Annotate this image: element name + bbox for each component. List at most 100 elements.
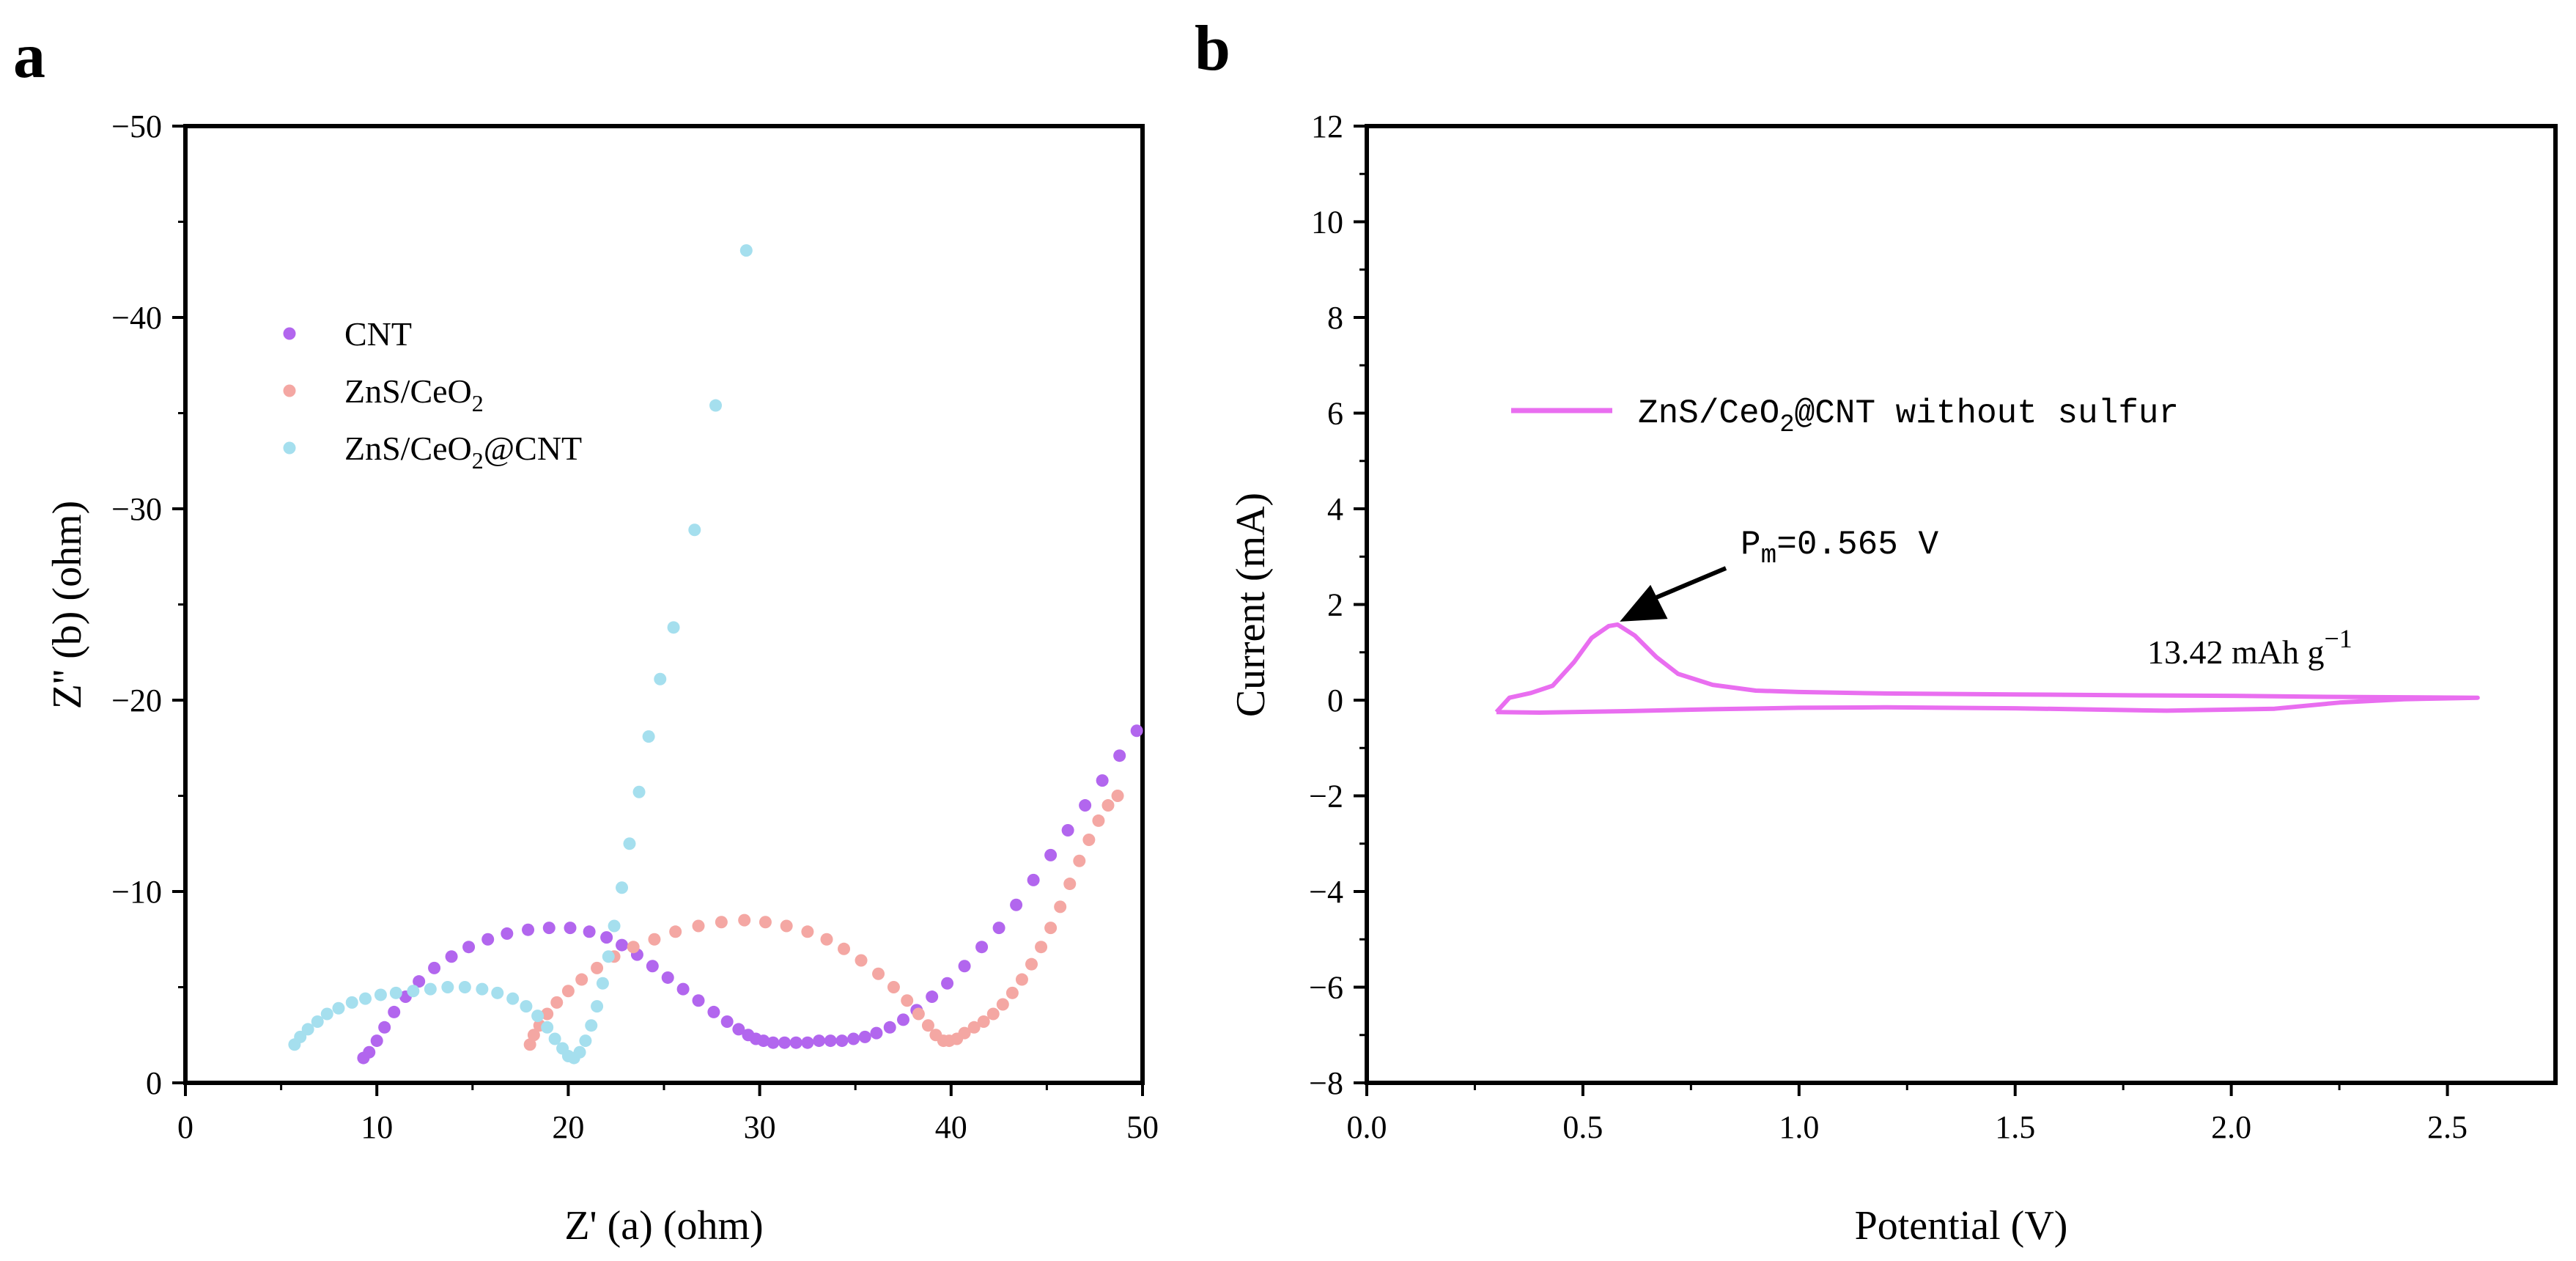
data-point	[445, 950, 458, 963]
data-point	[481, 933, 495, 946]
data-point	[591, 961, 604, 974]
data-point	[424, 982, 437, 996]
data-point	[1010, 898, 1023, 911]
data-point	[739, 244, 753, 257]
data-point	[977, 1015, 990, 1028]
legend-label: CNT	[344, 315, 412, 353]
data-point	[887, 981, 900, 993]
x-tick-label-a: 50	[1126, 1109, 1159, 1145]
data-point	[378, 1021, 391, 1034]
data-point	[462, 941, 476, 954]
data-point	[1082, 834, 1096, 847]
data-point	[561, 985, 575, 998]
data-point	[1035, 941, 1048, 954]
data-point	[632, 785, 646, 798]
y-tick-label-a: −10	[111, 874, 162, 910]
data-point	[501, 927, 514, 940]
data-point	[1005, 986, 1019, 999]
y-tick-label-b: 0	[1327, 683, 1343, 718]
data-point	[847, 1032, 860, 1045]
annotations-b: Pm=0.565 V 13.42 mAh g−1	[1620, 526, 2352, 671]
data-point	[1073, 854, 1086, 867]
data-point	[441, 981, 454, 993]
data-point	[676, 982, 690, 996]
data-point	[520, 1000, 533, 1013]
plot-frame-b	[1365, 124, 2558, 1085]
data-point	[692, 994, 705, 1007]
data-point	[388, 1005, 401, 1018]
data-point	[476, 982, 489, 996]
data-point	[320, 1007, 333, 1021]
data-point	[550, 996, 564, 1009]
data-point	[523, 1038, 536, 1051]
x-tick-label-b: 1.5	[1995, 1109, 2035, 1145]
x-axis-label-b: Potential (V)	[1855, 1203, 2068, 1249]
data-point	[838, 942, 851, 955]
data-point	[692, 919, 705, 933]
data-point	[789, 1036, 802, 1049]
y-tick-label-b: 4	[1327, 491, 1343, 527]
data-point	[616, 938, 629, 952]
peak-arrow-head	[1620, 584, 1668, 622]
data-point	[883, 1021, 896, 1034]
x-tick-label-a: 40	[935, 1109, 967, 1145]
data-point	[732, 1023, 745, 1036]
data-point	[1111, 790, 1124, 802]
data-point	[870, 1026, 883, 1040]
legend-marker	[283, 384, 296, 397]
data-point	[654, 672, 667, 685]
data-point	[958, 1026, 971, 1040]
x-tick-label-b: 0.5	[1562, 1109, 1603, 1145]
data-point	[707, 1005, 720, 1018]
data-point	[780, 919, 793, 933]
data-point	[428, 961, 441, 974]
data-point	[370, 1034, 383, 1048]
data-point	[602, 950, 615, 963]
y-tick-label-a: −20	[111, 683, 162, 718]
data-point	[332, 1001, 345, 1015]
data-point	[720, 1015, 734, 1028]
data-point	[616, 881, 629, 894]
data-point	[1044, 922, 1058, 935]
x-tick-label-b: 2.5	[2427, 1109, 2468, 1145]
data-point	[527, 1029, 540, 1042]
peak-annotation: Pm=0.565 V	[1741, 526, 1938, 570]
data-point	[926, 990, 939, 1004]
legend-label: ZnS/CeO2	[344, 372, 484, 416]
peak-arrow-shaft	[1647, 566, 1727, 603]
data-point	[738, 913, 751, 927]
data-point	[669, 925, 682, 938]
data-point	[646, 960, 659, 973]
data-point	[872, 967, 885, 980]
data-point	[1130, 724, 1143, 738]
data-point	[585, 1019, 598, 1032]
data-point	[1096, 774, 1109, 787]
legend-marker	[283, 441, 296, 455]
data-point	[608, 919, 621, 933]
data-point	[992, 922, 1005, 935]
data-point	[921, 1019, 934, 1032]
data-point	[858, 1030, 871, 1043]
series-cnt	[357, 724, 1143, 1065]
x-tick-label-b: 2.0	[2211, 1109, 2251, 1145]
data-point	[579, 1034, 592, 1048]
y-tick-label-b: 12	[1311, 109, 1343, 144]
data-point	[389, 986, 402, 999]
data-point	[801, 1036, 814, 1049]
data-point	[542, 922, 556, 935]
data-point	[506, 992, 520, 1005]
capacity-annotation: 13.42 mAh g−1	[2147, 624, 2352, 671]
data-point	[407, 985, 420, 998]
data-point	[715, 916, 728, 929]
x-tick-label-a: 20	[552, 1109, 584, 1145]
data-point	[759, 916, 772, 929]
data-point	[311, 1015, 324, 1028]
legend-marker	[283, 327, 296, 340]
data-point	[986, 1007, 1000, 1021]
data-point	[667, 621, 680, 634]
y-tick-label-a: 0	[146, 1065, 162, 1101]
cv-curve	[1494, 622, 2480, 715]
y-tick-label-b: 10	[1311, 205, 1343, 240]
x-tick-label-a: 0	[177, 1109, 193, 1145]
